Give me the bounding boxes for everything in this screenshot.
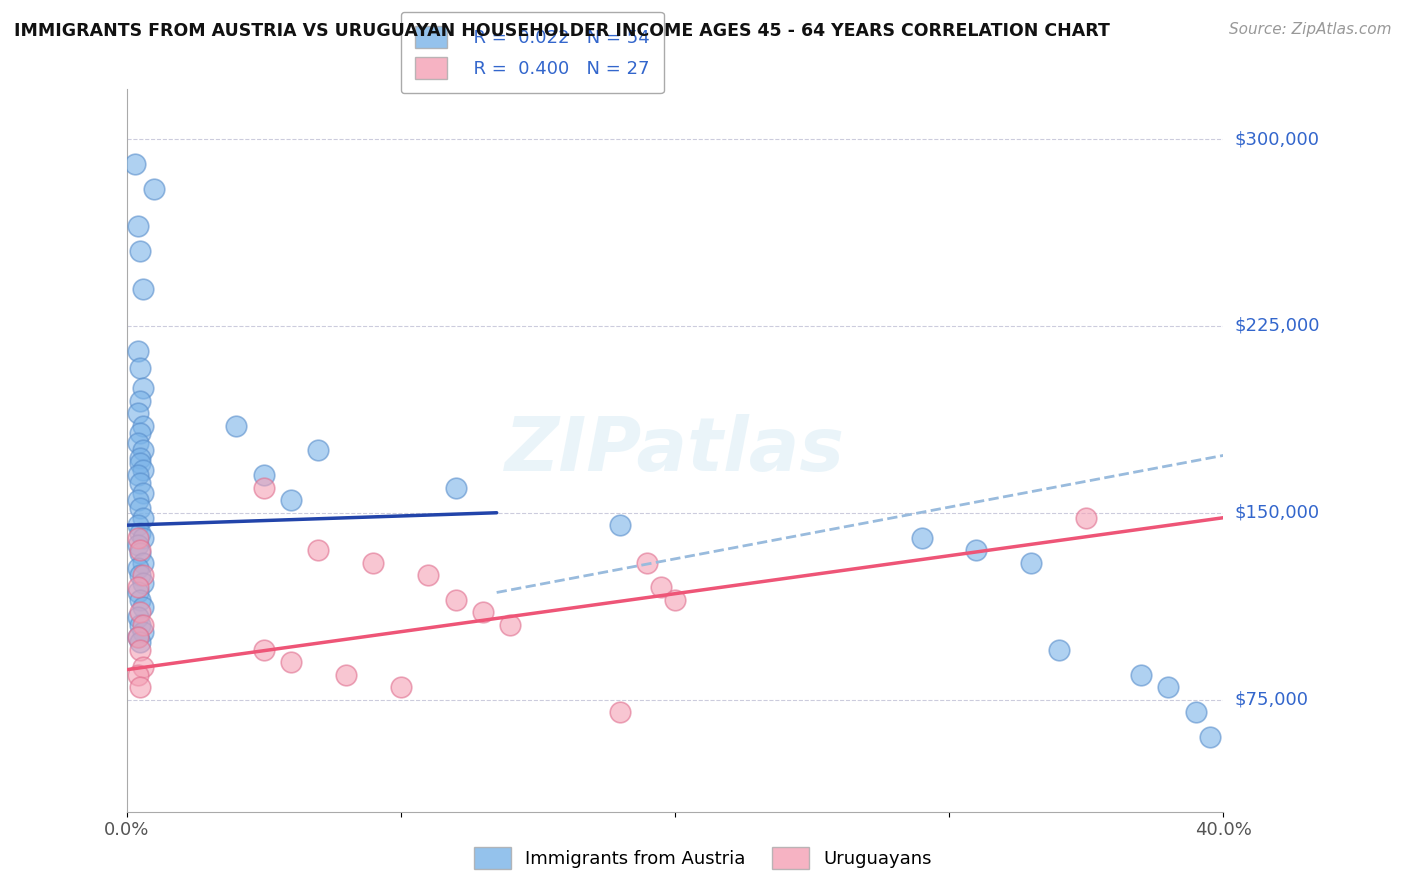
- Point: [127, 560, 149, 574]
- Point: [129, 546, 152, 560]
- Point: [127, 610, 149, 624]
- Point: [127, 518, 149, 533]
- Point: [609, 518, 631, 533]
- Point: [253, 468, 276, 483]
- Point: [127, 468, 149, 483]
- Point: [129, 450, 152, 465]
- Point: [132, 660, 155, 674]
- Text: $75,000: $75,000: [1234, 690, 1309, 708]
- Point: [911, 531, 934, 545]
- Point: [129, 606, 152, 620]
- Point: [132, 618, 155, 632]
- Point: [472, 606, 495, 620]
- Legend:   R =  0.022   N = 54,   R =  0.400   N = 27: R = 0.022 N = 54, R = 0.400 N = 27: [401, 12, 664, 94]
- Point: [127, 538, 149, 552]
- Point: [129, 456, 152, 470]
- Text: ZIPatlas: ZIPatlas: [505, 414, 845, 487]
- Point: [308, 443, 330, 458]
- Point: [129, 244, 152, 259]
- Point: [132, 531, 155, 545]
- Point: [966, 543, 988, 558]
- Point: [389, 680, 412, 694]
- Point: [225, 418, 247, 433]
- Point: [129, 525, 152, 540]
- Point: [129, 568, 152, 582]
- Point: [127, 406, 149, 420]
- Point: [129, 543, 152, 558]
- Point: [129, 593, 152, 607]
- Point: [444, 481, 467, 495]
- Point: [444, 593, 467, 607]
- Point: [1198, 730, 1220, 744]
- Point: [132, 463, 155, 477]
- Point: [127, 493, 149, 508]
- Point: [124, 157, 146, 171]
- Point: [132, 625, 155, 640]
- Point: [335, 667, 357, 681]
- Point: [1185, 705, 1208, 719]
- Point: [363, 556, 385, 570]
- Text: Source: ZipAtlas.com: Source: ZipAtlas.com: [1229, 22, 1392, 37]
- Point: [129, 642, 152, 657]
- Point: [132, 281, 155, 295]
- Point: [664, 593, 686, 607]
- Text: $225,000: $225,000: [1234, 317, 1320, 334]
- Point: [1130, 667, 1153, 681]
- Point: [127, 630, 149, 644]
- Point: [129, 500, 152, 515]
- Point: [129, 635, 152, 649]
- Point: [132, 485, 155, 500]
- Point: [280, 655, 302, 669]
- Point: [132, 568, 155, 582]
- Point: [418, 568, 440, 582]
- Point: [1047, 642, 1070, 657]
- Point: [129, 475, 152, 490]
- Legend: Immigrants from Austria, Uruguayans: Immigrants from Austria, Uruguayans: [465, 838, 941, 879]
- Point: [132, 381, 155, 395]
- Point: [650, 581, 672, 595]
- Point: [132, 418, 155, 433]
- Point: [636, 556, 658, 570]
- Point: [132, 443, 155, 458]
- Point: [132, 510, 155, 524]
- Point: [609, 705, 631, 719]
- Point: [129, 618, 152, 632]
- Point: [129, 361, 152, 376]
- Point: [132, 600, 155, 615]
- Text: IMMIGRANTS FROM AUSTRIA VS URUGUAYAN HOUSEHOLDER INCOME AGES 45 - 64 YEARS CORRE: IMMIGRANTS FROM AUSTRIA VS URUGUAYAN HOU…: [14, 22, 1109, 40]
- Point: [1021, 556, 1043, 570]
- Point: [280, 493, 302, 508]
- Point: [127, 219, 149, 234]
- Point: [127, 343, 149, 358]
- Point: [127, 630, 149, 644]
- Point: [127, 585, 149, 599]
- Point: [127, 436, 149, 450]
- Point: [1076, 510, 1098, 524]
- Text: $300,000: $300,000: [1234, 130, 1319, 148]
- Point: [129, 680, 152, 694]
- Point: [499, 618, 522, 632]
- Text: $150,000: $150,000: [1234, 504, 1319, 522]
- Point: [129, 393, 152, 408]
- Point: [127, 581, 149, 595]
- Point: [308, 543, 330, 558]
- Point: [253, 642, 276, 657]
- Point: [143, 182, 166, 196]
- Point: [253, 481, 276, 495]
- Point: [127, 667, 149, 681]
- Point: [132, 556, 155, 570]
- Point: [127, 531, 149, 545]
- Point: [129, 425, 152, 440]
- Point: [1157, 680, 1180, 694]
- Point: [132, 575, 155, 590]
